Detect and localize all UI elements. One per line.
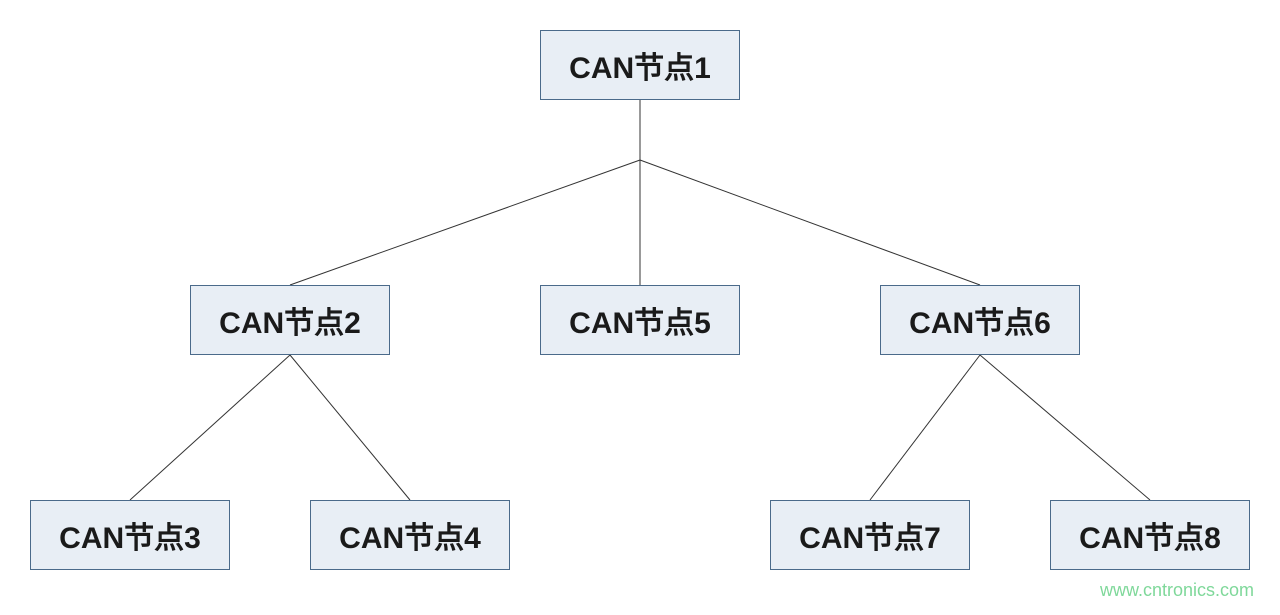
tree-edge bbox=[870, 355, 980, 500]
tree-node-n7: CAN节点7 bbox=[770, 500, 970, 570]
tree-node-label: CAN节点7 bbox=[799, 513, 941, 557]
tree-node-n4: CAN节点4 bbox=[310, 500, 510, 570]
tree-node-label: CAN节点5 bbox=[569, 298, 711, 342]
tree-edge bbox=[290, 160, 640, 285]
tree-node-label: CAN节点4 bbox=[339, 513, 481, 557]
tree-node-n3: CAN节点3 bbox=[30, 500, 230, 570]
tree-edge bbox=[980, 355, 1150, 500]
tree-node-n5: CAN节点5 bbox=[540, 285, 740, 355]
tree-node-label: CAN节点3 bbox=[59, 513, 201, 557]
tree-node-n2: CAN节点2 bbox=[190, 285, 390, 355]
tree-node-n8: CAN节点8 bbox=[1050, 500, 1250, 570]
tree-node-label: CAN节点6 bbox=[909, 298, 1051, 342]
watermark-text: www.cntronics.com bbox=[1100, 580, 1254, 601]
tree-edge bbox=[640, 160, 980, 285]
tree-node-label: CAN节点1 bbox=[569, 43, 711, 87]
diagram-canvas: CAN节点1 CAN节点2 CAN节点5 CAN节点6 CAN节点3 CAN节点4 CAN节… bbox=[0, 0, 1280, 615]
tree-node-label: CAN节点2 bbox=[219, 298, 361, 342]
tree-node-n6: CAN节点6 bbox=[880, 285, 1080, 355]
tree-edge bbox=[290, 355, 410, 500]
tree-node-label: CAN节点8 bbox=[1079, 513, 1221, 557]
tree-node-n1: CAN节点1 bbox=[540, 30, 740, 100]
tree-edge bbox=[130, 355, 290, 500]
